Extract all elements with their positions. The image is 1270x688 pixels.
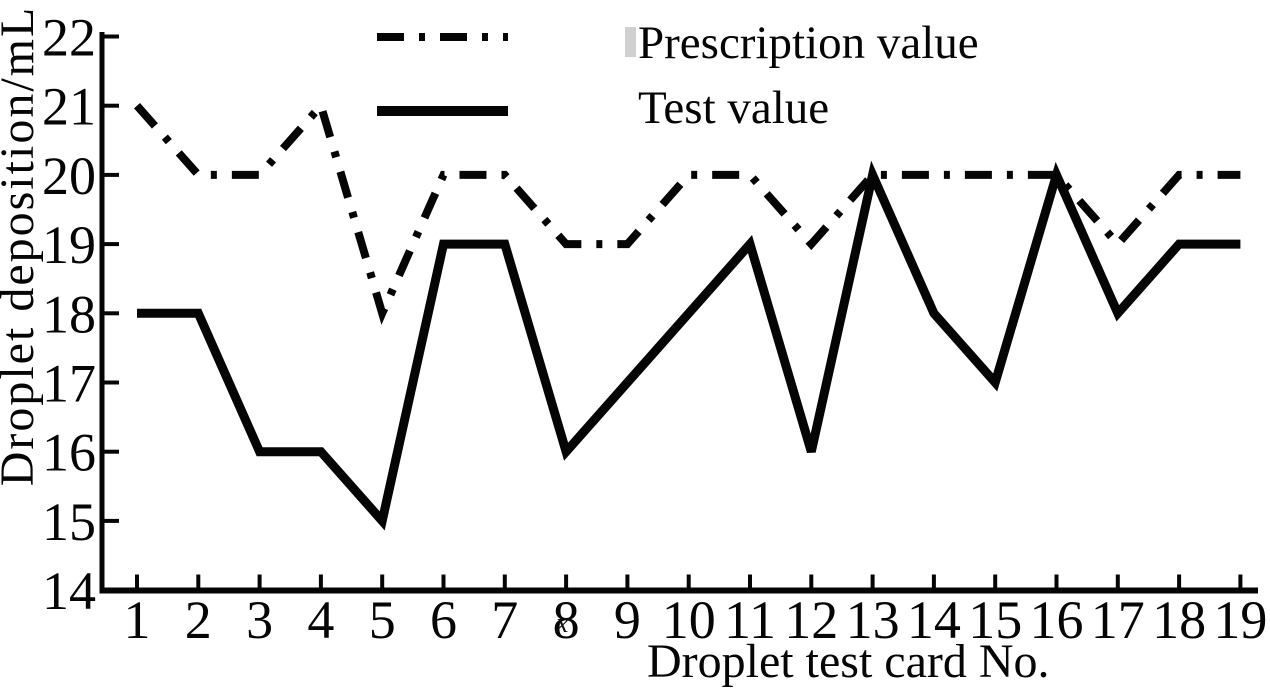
x-tick-label: 17 (1091, 590, 1145, 650)
x-tick-label: 19 (1213, 590, 1267, 650)
x-tick-label: 16 (1030, 590, 1084, 650)
y-tick-label: 18 (42, 284, 96, 344)
x-tick-label: 9 (614, 590, 641, 650)
y-tick-label: 21 (42, 77, 96, 137)
scan-artifact-x: x (556, 608, 569, 639)
y-axis-title: Droplet deposition/mL (0, 6, 44, 487)
legend-label-test: Test value (638, 82, 829, 134)
x-tick-label: 1 (124, 590, 151, 650)
y-tick-label: 20 (42, 146, 96, 206)
x-tick-label: 3 (246, 590, 273, 650)
x-tick-label: 6 (430, 590, 457, 650)
x-tick-label: 12 (784, 590, 838, 650)
scan-smudge-artifact (625, 27, 636, 57)
y-tick-label: 16 (42, 423, 96, 483)
x-tick-label: 18 (1152, 590, 1206, 650)
x-tick-label: 13 (846, 590, 900, 650)
x-axis-title: Droplet test card No. (647, 635, 1050, 688)
y-tick-label: 15 (42, 492, 96, 552)
x-tick-label: 7 (491, 590, 518, 650)
y-tick-label: 14 (42, 561, 96, 621)
x-tick-label: 11 (724, 590, 776, 650)
x-tick-label: 2 (185, 590, 212, 650)
x-tick-label: 15 (968, 590, 1022, 650)
legend-label-prescription: Prescription value (638, 17, 979, 69)
x-tick-label: 8 (553, 590, 580, 650)
legend: Prescription value Test value (638, 17, 979, 134)
y-tick-label: 19 (42, 215, 96, 275)
y-tick-label: 22 (42, 8, 96, 68)
x-tick-label: 10 (662, 590, 716, 650)
x-tick-label: 4 (307, 590, 334, 650)
x-tick-label: 14 (907, 590, 961, 650)
y-tick-label: 17 (42, 354, 96, 414)
series-line-test (137, 160, 1241, 531)
x-tick-label: 5 (369, 590, 396, 650)
